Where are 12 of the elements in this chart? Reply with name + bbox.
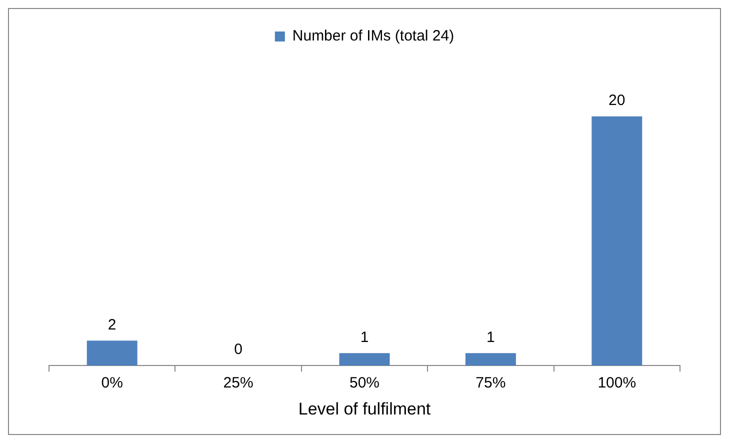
data-label: 2 — [108, 316, 116, 334]
x-tick-label: 25% — [223, 374, 254, 392]
data-label: 0 — [234, 341, 242, 358]
x-tick-label: 0% — [101, 374, 123, 392]
data-label: 20 — [608, 92, 626, 109]
data-label: 1 — [486, 328, 495, 346]
data-label: 1 — [360, 328, 369, 346]
legend-label: Number of IMs (total 24) — [292, 28, 454, 45]
x-tick-label: 50% — [349, 374, 380, 392]
x-tick-label: 100% — [598, 374, 636, 392]
x-tick-label: 75% — [476, 374, 506, 392]
x-axis-title: Level of fulfilment — [298, 399, 431, 418]
